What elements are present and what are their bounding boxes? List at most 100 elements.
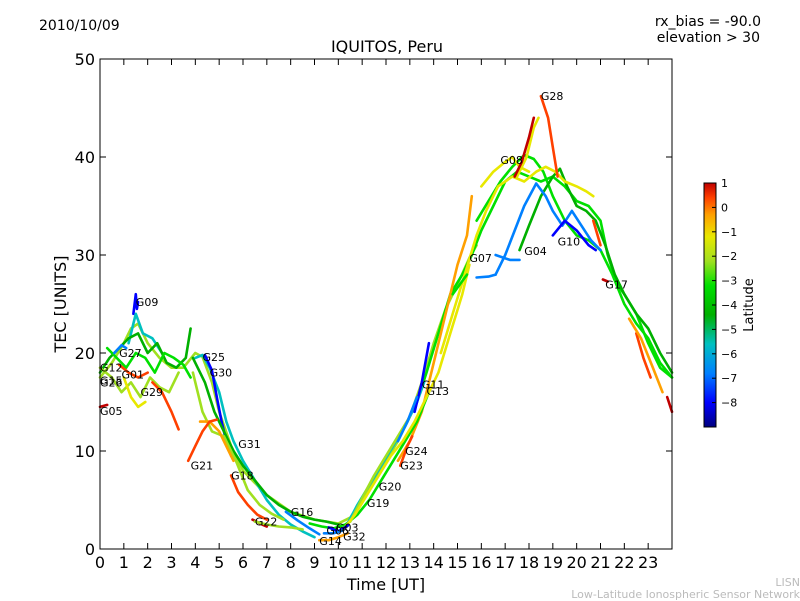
tec-series-33 (198, 420, 235, 463)
x-tick-label: 22 (614, 553, 634, 572)
tec-series-6 (475, 273, 497, 279)
y-tick-label: 50 (75, 50, 95, 69)
series-layer (98, 94, 674, 542)
satellite-label-g01: G01 (122, 369, 145, 382)
x-tick-label: 17 (495, 553, 515, 572)
satellite-label-g30: G30 (210, 367, 233, 380)
x-tick-label: 0 (95, 553, 105, 572)
satellite-label-g03: G03 (336, 521, 359, 534)
plot-frame (99, 58, 673, 550)
satellite-label-g14: G14 (319, 535, 342, 548)
tec-series-38 (284, 510, 321, 536)
tec-series-13 (513, 116, 536, 178)
tec-series-19 (132, 292, 140, 316)
satellite-label-g22: G22 (255, 516, 278, 529)
tec-series-49 (451, 273, 469, 296)
rx-bias-label: rx_bias = -90.0 (654, 14, 761, 30)
y-tick-label: 0 (85, 540, 95, 559)
tec-series-27 (98, 403, 109, 409)
satellite-label-g18: G18 (231, 470, 254, 483)
tec-series-37 (253, 520, 304, 531)
satellite-label-g20: G20 (379, 480, 402, 493)
x-tick-label: 18 (519, 553, 539, 572)
tec-series-34 (186, 418, 219, 463)
colorbar-tick-label: 1 (721, 177, 728, 190)
tec-series-7 (551, 219, 598, 252)
satellite-label-g16: G16 (291, 506, 314, 519)
tec-series-4 (494, 182, 602, 276)
satellite-label-g10: G10 (558, 235, 581, 248)
tec-series-2 (475, 153, 674, 379)
date-label: 2010/10/09 (39, 18, 120, 34)
satellite-label-g05: G05 (100, 405, 123, 418)
colorbar-tick-label: −7 (721, 372, 737, 385)
tec-series-15 (601, 278, 610, 283)
tec-series-17 (665, 395, 674, 414)
tec-series-8 (439, 165, 595, 355)
tec-series-24 (122, 376, 147, 409)
tec-series-3 (518, 167, 674, 374)
x-tick-label: 12 (376, 553, 396, 572)
x-tick-label: 3 (166, 553, 176, 572)
x-tick-label: 5 (214, 553, 224, 572)
satellite-label-g23: G23 (400, 460, 423, 473)
satellite-label-g31: G31 (238, 438, 261, 451)
colorbar-tick-label: −4 (721, 299, 737, 312)
tec-series-47 (396, 395, 419, 443)
satellite-label-g08: G08 (500, 154, 523, 167)
y-axis: 0 10 20 30 40 50 (75, 50, 672, 559)
x-axis-label: Time [UT] (346, 575, 425, 594)
colorbar-tick-label: −8 (721, 397, 737, 410)
tec-series-22 (105, 346, 192, 379)
tec-series-28 (113, 343, 128, 355)
tec-series-14 (591, 219, 602, 247)
tec-series-41 (348, 415, 412, 523)
satellite-label-g06: G06 (326, 524, 349, 537)
tec-series-48 (398, 434, 414, 468)
satellite-label-g25: G25 (203, 351, 226, 364)
tec-series-45 (317, 531, 350, 542)
satellite-label-g19: G19 (367, 497, 390, 510)
tec-series-23 (98, 366, 180, 399)
y-tick-label: 10 (75, 442, 95, 461)
colorbar-tick-label: −1 (721, 226, 737, 239)
x-tick-label: 7 (262, 553, 272, 572)
satellite-label-g17: G17 (605, 278, 628, 291)
x-tick-label: 9 (309, 553, 319, 572)
satellite-label-g32: G32 (343, 530, 366, 543)
tec-series-31 (191, 356, 340, 526)
tec-series-16 (634, 332, 652, 379)
y-tick-label: 40 (75, 148, 95, 167)
satellite-label-g13: G13 (427, 385, 450, 398)
chart-title: IQUITOS, Peru (331, 37, 443, 56)
colorbar-tick-label: −5 (721, 323, 737, 336)
satellite-label-g29: G29 (141, 386, 164, 399)
satellite-label-g27: G27 (119, 347, 142, 360)
satellite-label-g15: G15 (100, 374, 123, 387)
tec-series-18 (627, 317, 664, 394)
tec-series-11 (515, 116, 540, 178)
satellite-label-g12: G12 (100, 362, 123, 375)
x-tick-label: 14 (423, 553, 443, 572)
x-tick-label: 6 (238, 553, 248, 572)
colorbar-label: Latitude (742, 278, 757, 332)
satellite-label-g09: G09 (136, 296, 159, 309)
footer-lisn: LISN (775, 576, 800, 589)
tec-series-5 (494, 253, 521, 262)
x-tick-label: 8 (286, 553, 296, 572)
satellite-label-g28: G28 (541, 90, 564, 103)
x-tick-label: 2 (143, 553, 153, 572)
x-tick-label: 21 (590, 553, 610, 572)
x-tick-label: 23 (638, 553, 658, 572)
tec-series-35 (229, 474, 269, 521)
x-tick-label: 20 (566, 553, 586, 572)
x-tick-label: 4 (190, 553, 200, 572)
tec-series-42 (341, 263, 471, 531)
colorbar-tick-label: 0 (721, 201, 728, 214)
x-axis: 0 1 2 3 4 5 6 7 8 9 10 11 12 13 14 15 16 17 18 19 20 21 22 23 (95, 59, 658, 572)
x-tick-label: 10 (328, 553, 348, 572)
x-tick-label: 13 (400, 553, 420, 572)
satellite-label-g26: G26 (100, 376, 123, 389)
